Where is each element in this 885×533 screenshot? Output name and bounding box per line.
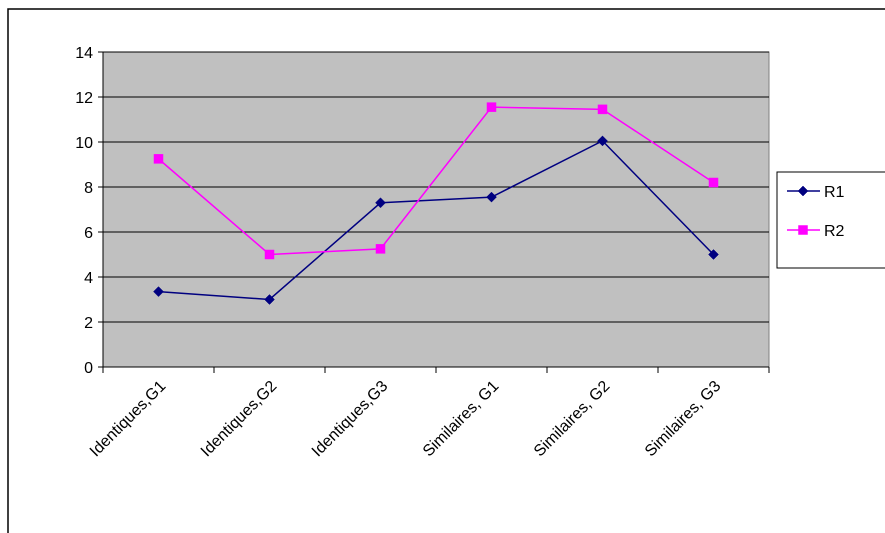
data-point-marker <box>486 191 497 203</box>
y-axis-tick-labels: 0 2 4 6 8 10 12 14 <box>75 45 93 377</box>
y-tick-label: 4 <box>84 270 93 287</box>
legend-item-r2: R2 <box>787 223 845 240</box>
data-point-marker <box>708 177 719 188</box>
plot-area <box>102 51 770 368</box>
series-line-r1 <box>158 139 715 301</box>
y-tick-label: 8 <box>84 180 93 197</box>
y-tick-label: 2 <box>84 315 93 332</box>
data-point-marker <box>153 154 164 164</box>
gridlines <box>98 51 769 368</box>
data-point-marker <box>264 249 275 260</box>
y-tick-label: 6 <box>84 225 93 242</box>
series-r1 <box>153 135 719 305</box>
axes <box>102 52 770 373</box>
data-point-marker <box>708 249 719 260</box>
series-layer <box>153 102 719 305</box>
data-point-marker <box>153 286 164 297</box>
data-point-marker <box>486 102 497 112</box>
legend-label: R2 <box>824 223 845 240</box>
legend-item-r1: R1 <box>787 184 845 201</box>
y-tick-label: 10 <box>75 135 93 152</box>
data-point-marker <box>597 135 608 147</box>
y-tick-label: 0 <box>84 360 93 377</box>
data-point-marker <box>375 244 386 254</box>
data-point-marker <box>797 185 809 197</box>
y-tick-label: 14 <box>75 45 93 62</box>
data-point-marker <box>798 225 808 235</box>
series-line-r2 <box>158 106 714 256</box>
data-point-marker <box>597 104 608 115</box>
legend: R1 R2 <box>776 171 885 269</box>
series-r2 <box>153 102 719 260</box>
data-point-marker <box>264 294 275 305</box>
data-point-marker <box>375 197 386 209</box>
legend-box <box>776 171 885 269</box>
y-tick-label: 12 <box>75 90 93 107</box>
legend-label: R1 <box>824 184 845 201</box>
